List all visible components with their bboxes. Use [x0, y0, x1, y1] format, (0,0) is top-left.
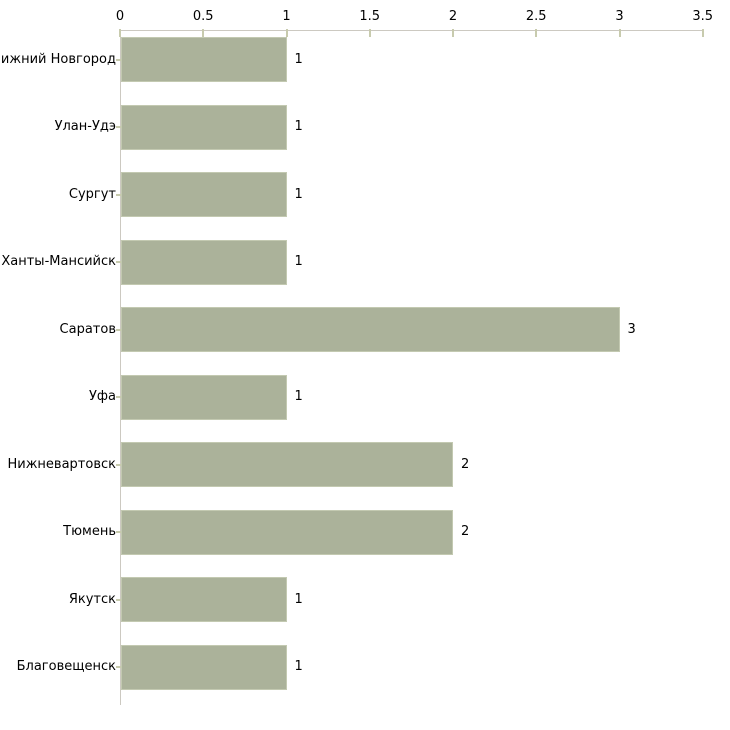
bar — [121, 307, 620, 352]
y-axis-tick-mark — [116, 193, 122, 196]
y-axis-tick-mark — [116, 396, 122, 398]
x-axis-tick-mark — [535, 29, 538, 37]
y-axis-tick-mark — [116, 463, 122, 466]
bar — [121, 172, 287, 217]
category-label: Нижний Новгород — [0, 51, 116, 67]
bar-value-label: 2 — [461, 456, 470, 472]
x-axis-tick-label: 3 — [615, 9, 624, 24]
x-axis-tick-mark — [119, 29, 121, 37]
x-axis-tick-mark — [452, 29, 454, 37]
y-axis-tick-mark — [116, 261, 122, 263]
bar — [121, 104, 287, 150]
x-axis-tick-label: 0 — [115, 9, 125, 24]
y-axis-tick-mark — [116, 58, 122, 61]
bar-value-label: 1 — [294, 591, 303, 607]
category-label: Саратов — [59, 321, 116, 337]
y-axis-tick-mark — [116, 328, 122, 331]
bar — [121, 577, 287, 622]
category-label: Ханты-Мансийск — [1, 254, 116, 269]
x-axis-tick-label: 3.5 — [692, 9, 714, 24]
bar — [121, 644, 287, 690]
y-axis-line — [120, 30, 121, 705]
category-label: Благовещенск — [16, 659, 116, 674]
category-label: Якутск — [68, 591, 116, 607]
x-axis-tick-label: 0.5 — [192, 9, 214, 24]
x-axis-tick-mark — [368, 29, 371, 37]
category-label: Сургут — [68, 186, 116, 202]
x-axis-tick-mark — [202, 29, 205, 37]
x-axis-line — [120, 30, 704, 31]
bar-value-label: 3 — [627, 321, 636, 337]
bar — [121, 442, 453, 487]
category-label: Нижневартовск — [7, 456, 116, 472]
bar-value-label: 1 — [294, 659, 303, 674]
x-axis-tick-label: 2 — [448, 9, 458, 24]
bar — [121, 509, 453, 555]
bar-value-label: 2 — [461, 524, 470, 539]
bar-value-label: 1 — [294, 389, 303, 404]
x-axis-tick-label: 1.5 — [359, 9, 381, 24]
category-label: Тюмень — [63, 524, 116, 539]
y-axis-tick-mark — [116, 126, 122, 128]
y-axis-tick-mark — [116, 666, 122, 668]
bar-value-label: 1 — [294, 254, 303, 269]
bar — [121, 37, 287, 82]
y-axis-tick-mark — [116, 531, 122, 533]
category-label: Уфа — [88, 389, 116, 404]
bar — [121, 374, 287, 420]
bar-value-label: 1 — [294, 119, 303, 134]
x-axis-tick-mark — [701, 29, 704, 37]
bar-value-label: 1 — [294, 186, 303, 202]
x-axis-tick-mark — [618, 29, 621, 37]
category-label: Улан-Удэ — [54, 119, 116, 134]
x-axis-tick-mark — [285, 29, 288, 37]
x-axis-tick-label: 1 — [282, 9, 291, 24]
bar — [121, 239, 287, 285]
y-axis-tick-mark — [116, 598, 122, 601]
bar-value-label: 1 — [294, 51, 303, 67]
x-axis-tick-label: 2.5 — [525, 9, 547, 24]
